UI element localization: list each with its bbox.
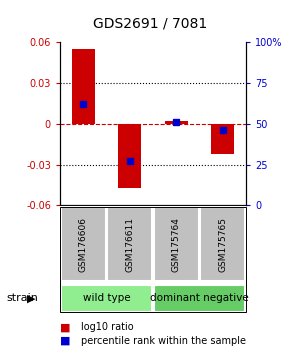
Text: log10 ratio: log10 ratio <box>81 322 134 332</box>
Text: GDS2691 / 7081: GDS2691 / 7081 <box>93 16 207 30</box>
Text: wild type: wild type <box>83 293 130 303</box>
Text: GSM176611: GSM176611 <box>125 217 134 272</box>
Text: GSM175764: GSM175764 <box>172 217 181 272</box>
Bar <box>72 49 95 124</box>
Text: ■: ■ <box>60 322 70 332</box>
Text: ▶: ▶ <box>27 293 36 303</box>
Text: dominant negative: dominant negative <box>150 293 249 303</box>
Text: strain: strain <box>6 293 38 303</box>
Bar <box>211 124 234 154</box>
Text: GSM175765: GSM175765 <box>218 217 227 272</box>
Bar <box>118 124 141 188</box>
Text: ■: ■ <box>60 336 70 346</box>
Text: GSM176606: GSM176606 <box>79 217 88 272</box>
Bar <box>165 121 188 124</box>
Text: percentile rank within the sample: percentile rank within the sample <box>81 336 246 346</box>
